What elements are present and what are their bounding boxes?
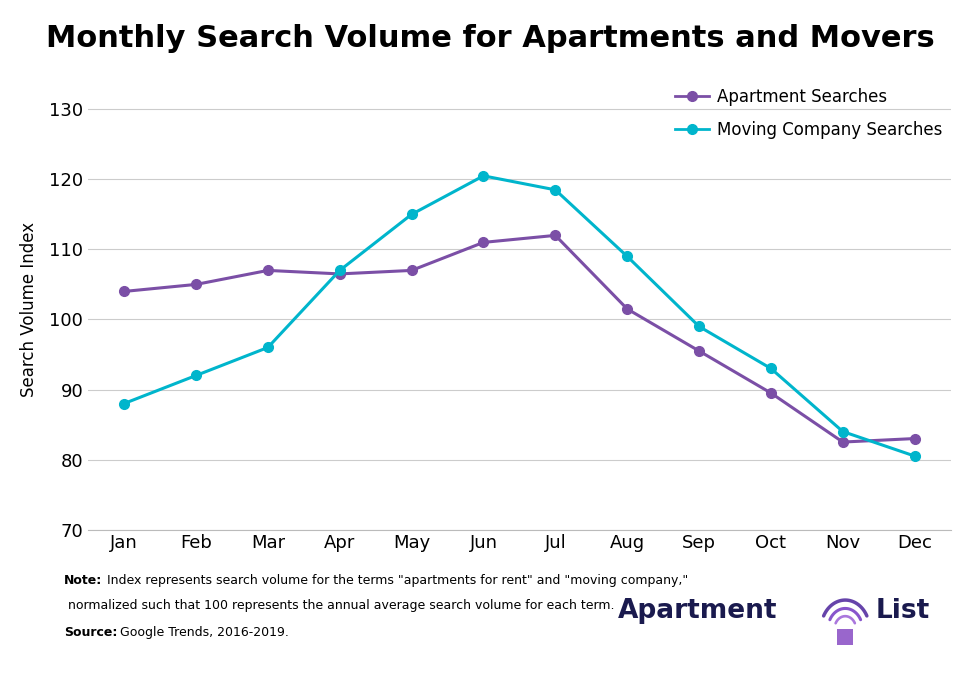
Text: Index represents search volume for the terms "apartments for rent" and "moving c: Index represents search volume for the t… — [103, 574, 688, 587]
Y-axis label: Search Volume Index: Search Volume Index — [21, 221, 38, 397]
Text: List: List — [875, 598, 929, 624]
Legend: Apartment Searches, Moving Company Searches: Apartment Searches, Moving Company Searc… — [675, 88, 942, 139]
Text: Source:: Source: — [64, 626, 117, 639]
Text: Note:: Note: — [64, 574, 102, 587]
Text: normalized such that 100 represents the annual average search volume for each te: normalized such that 100 represents the … — [64, 599, 614, 612]
Text: Apartment: Apartment — [617, 598, 777, 624]
Text: Monthly Search Volume for Apartments and Movers: Monthly Search Volume for Apartments and… — [46, 24, 934, 53]
Text: Google Trends, 2016-2019.: Google Trends, 2016-2019. — [116, 626, 288, 639]
FancyBboxPatch shape — [837, 629, 854, 645]
